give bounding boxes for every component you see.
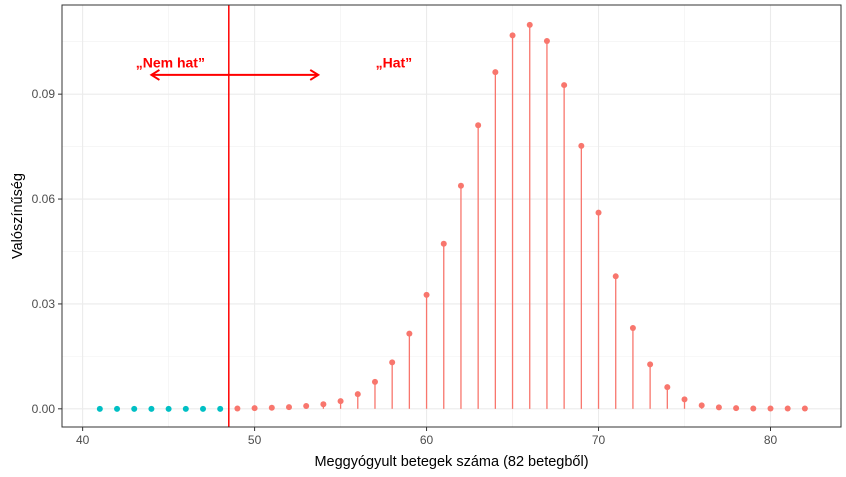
data-point-hat [457, 182, 464, 189]
data-point-hat [406, 330, 413, 337]
data-point-hat [612, 273, 619, 280]
arrow-head-right [309, 69, 321, 81]
data-point-hat [354, 391, 361, 398]
y-tick-label: 0.00 [32, 402, 56, 416]
data-point-hat [698, 402, 705, 409]
data-point-nem-hat [200, 405, 207, 412]
data-point-hat [784, 405, 791, 412]
data-layer [96, 21, 808, 412]
x-axis-title: Meggyógyult betegek száma (82 betegből) [314, 454, 588, 470]
data-point-nem-hat [165, 405, 172, 412]
data-point-hat [268, 404, 275, 411]
data-point-hat [664, 384, 671, 391]
data-point-hat [475, 122, 482, 129]
axes: 40 50 60 70 80 0.00 0.03 0.06 0.09 [32, 87, 778, 447]
data-point-hat [509, 32, 516, 39]
data-point-nem-hat [114, 405, 121, 412]
data-point-hat [543, 38, 550, 45]
data-point-hat [750, 405, 757, 412]
arrow-head-left [149, 69, 160, 81]
x-tick-label: 40 [76, 433, 90, 447]
data-point-hat [733, 405, 740, 412]
y-tick-label: 0.06 [32, 192, 56, 206]
data-point-hat [629, 325, 636, 332]
data-point-hat [423, 291, 430, 298]
x-tick-label: 80 [764, 433, 778, 447]
data-point-hat [320, 401, 327, 408]
data-point-hat [371, 378, 378, 385]
plot-border [61, 4, 842, 428]
data-point-hat [251, 405, 258, 412]
data-point-nem-hat [148, 405, 155, 412]
data-point-hat [767, 405, 774, 412]
x-tick-label: 60 [420, 433, 434, 447]
y-tick-label: 0.03 [32, 297, 56, 311]
annotation-hat: „Hat” [376, 55, 413, 71]
data-point-hat [440, 240, 447, 247]
data-point-hat [561, 82, 568, 89]
data-point-hat [285, 404, 292, 411]
data-point-hat [801, 405, 808, 412]
data-point-hat [526, 21, 533, 28]
data-point-hat [647, 361, 654, 368]
data-point-hat [681, 396, 688, 403]
data-point-hat [303, 403, 310, 410]
data-point-hat [389, 359, 396, 366]
double-arrow [149, 69, 321, 81]
data-point-nem-hat [217, 405, 224, 412]
y-tick-label: 0.09 [32, 87, 56, 101]
data-point-hat [578, 142, 585, 149]
data-point-nem-hat [131, 405, 138, 412]
data-point-hat [595, 209, 602, 216]
data-point-hat [715, 404, 722, 411]
data-point-hat [234, 405, 241, 412]
x-tick-label: 50 [248, 433, 262, 447]
data-point-hat [492, 69, 499, 76]
data-point-hat [337, 398, 344, 405]
data-point-nem-hat [182, 405, 189, 412]
data-point-nem-hat [96, 405, 103, 412]
x-tick-label: 70 [592, 433, 606, 447]
y-axis-title: Valószínűség [10, 173, 26, 259]
annotation-nem-hat: „Nem hat” [136, 55, 205, 71]
